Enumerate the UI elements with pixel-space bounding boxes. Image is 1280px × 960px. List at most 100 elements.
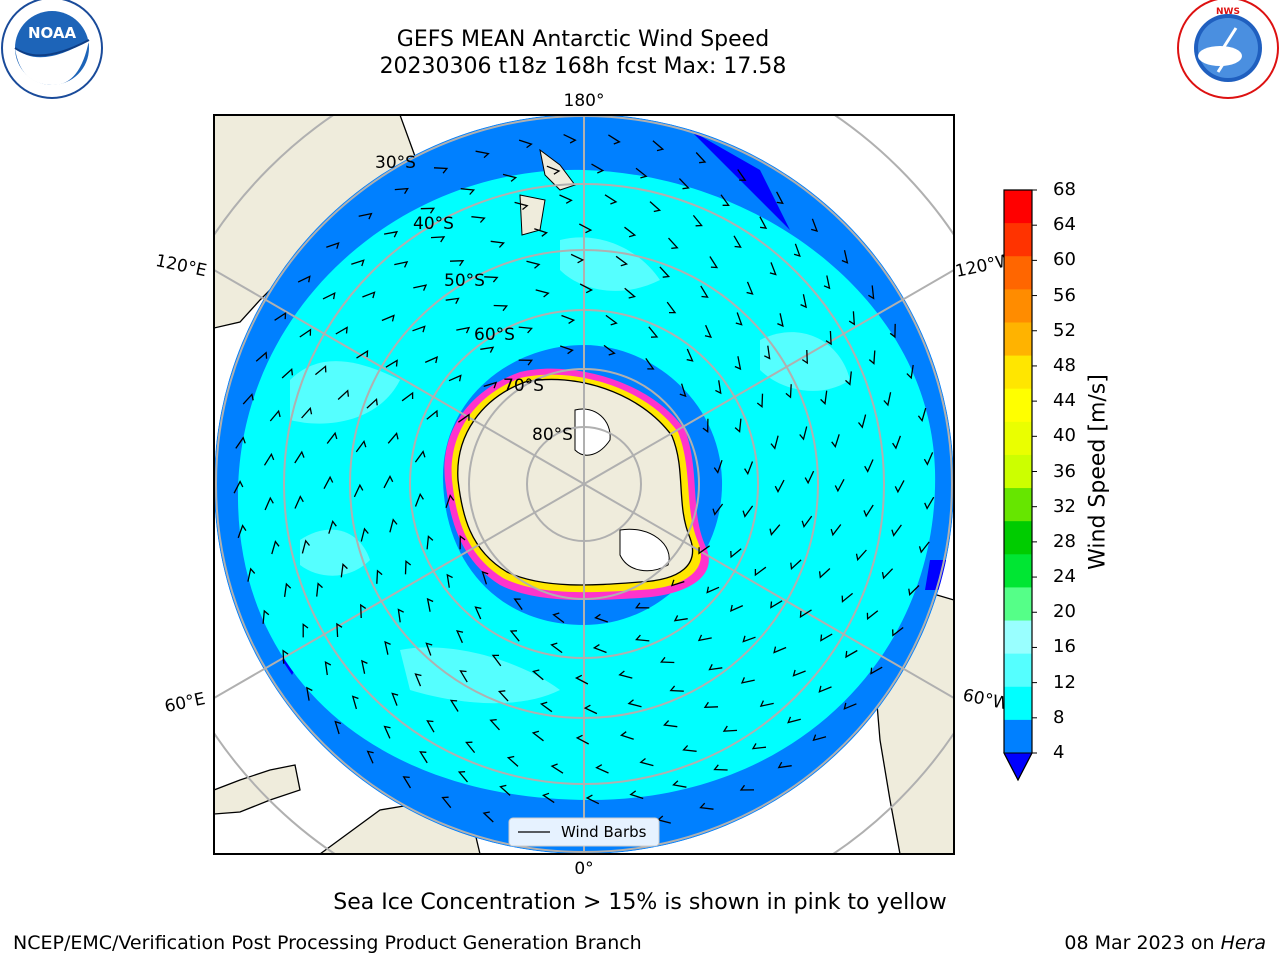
wind-barb: [700, 285, 709, 298]
wind-barb: [458, 413, 470, 423]
wind-barb: [381, 314, 395, 322]
wind-barb: [672, 780, 687, 788]
wind-barb: [639, 757, 654, 767]
lon-label-120e: 120°E: [154, 251, 209, 281]
wind-barb: [770, 435, 779, 450]
wind-barb: [744, 461, 754, 476]
wind-barb: [894, 480, 905, 494]
colorbar-tick-label: 44: [1053, 390, 1076, 412]
wind-barb: [497, 690, 509, 702]
wind-barb: [891, 524, 902, 537]
wind-barb: [604, 194, 618, 205]
wind-barb: [262, 609, 270, 624]
wind-barb: [247, 567, 256, 582]
wind-barb: [518, 139, 533, 149]
wind-barb: [579, 283, 594, 294]
colorbar-tick-label: 8: [1053, 706, 1065, 728]
wind-barb: [578, 223, 593, 234]
wind-barb: [233, 480, 244, 494]
wind-barb: [481, 570, 489, 585]
wind-barb: [666, 301, 677, 314]
wind-barb: [698, 545, 710, 555]
wind-barb: [460, 188, 476, 195]
wind-barb: [433, 167, 449, 174]
wind-barb: [773, 646, 787, 654]
wind-barb: [754, 566, 767, 577]
wind-barb: [615, 255, 629, 267]
wind-barb: [294, 495, 304, 509]
wind-barb: [629, 790, 644, 800]
wind-barb: [306, 686, 313, 701]
wind-barb: [863, 504, 874, 518]
colorbar-bin: [1004, 653, 1032, 688]
wind-barb: [592, 644, 607, 654]
wind-barb: [360, 659, 368, 674]
wind-barb: [699, 802, 714, 810]
wind-barb: [360, 527, 369, 542]
wind-barb: [484, 276, 499, 283]
wind-barb: [917, 407, 927, 423]
wind-barb: [426, 720, 435, 733]
wind-barb: [385, 359, 398, 368]
lat-label-80s: 80°S: [532, 425, 573, 445]
wind-barb: [550, 763, 564, 774]
wind-barb: [652, 140, 665, 152]
wind-barb: [334, 720, 342, 735]
wind-barb: [263, 452, 275, 466]
lat-label-30s: 30°S: [375, 153, 416, 173]
wind-barb: [635, 634, 650, 642]
wind-barb: [811, 218, 819, 232]
colorbar-tick-label: 32: [1053, 495, 1076, 517]
wind-barb: [355, 439, 367, 453]
wind-barb: [734, 356, 742, 371]
wind-barb: [358, 212, 373, 220]
wind-barb: [391, 692, 399, 706]
wind-barb: [845, 371, 852, 386]
wind-barb: [756, 393, 764, 408]
wind-barb: [490, 240, 505, 248]
wind-barb: [706, 586, 720, 594]
wind-barb: [627, 699, 642, 708]
wind-barb: [531, 730, 544, 742]
wind-barb: [394, 187, 409, 195]
colorbar-bin: [1004, 256, 1032, 290]
wind-barb: [857, 414, 867, 429]
wind-barb: [659, 266, 671, 278]
wind-barb: [441, 796, 452, 809]
wind-barb: [648, 326, 659, 338]
map-subtitle: 20230306 t18z 168h fcst Max: 17.58: [379, 54, 787, 79]
map-frame: [213, 114, 955, 855]
wind-barb: [426, 409, 438, 420]
wind-barb: [669, 685, 684, 692]
wind-barb: [660, 656, 675, 664]
wind-barb: [425, 642, 433, 656]
wind-barb: [242, 393, 254, 405]
wind-barb: [360, 603, 367, 619]
wind-barb: [384, 640, 391, 655]
nws-logo: NWS: [1177, 0, 1279, 99]
wind-barb: [420, 207, 436, 214]
weddell-ice-shelf: [619, 528, 670, 572]
colorbar-tick-label: 20: [1053, 601, 1076, 623]
wind-barb: [394, 260, 409, 268]
colorbar-bin: [1004, 421, 1032, 456]
wind-barb: [389, 518, 398, 533]
wind-barb: [491, 654, 502, 667]
map-title: GEFS MEAN Antarctic Wind Speed: [396, 27, 770, 52]
wind-barb: [316, 582, 323, 597]
wind-barb: [635, 167, 648, 179]
wind-barb: [499, 784, 511, 796]
wind-barb: [870, 666, 883, 675]
wind-barb: [787, 716, 801, 724]
wind-barb: [804, 470, 815, 485]
wind-barb: [448, 374, 462, 382]
wind-barb: [801, 349, 808, 365]
colorbar-bin: [1004, 488, 1032, 522]
wind-barb: [733, 235, 742, 248]
wind-barb: [518, 359, 533, 366]
wind-barb: [414, 450, 426, 463]
colorbar-bin: [1004, 587, 1032, 622]
wind-barb: [818, 568, 831, 579]
wind-barb: [353, 483, 364, 498]
wind-barb: [570, 253, 585, 264]
